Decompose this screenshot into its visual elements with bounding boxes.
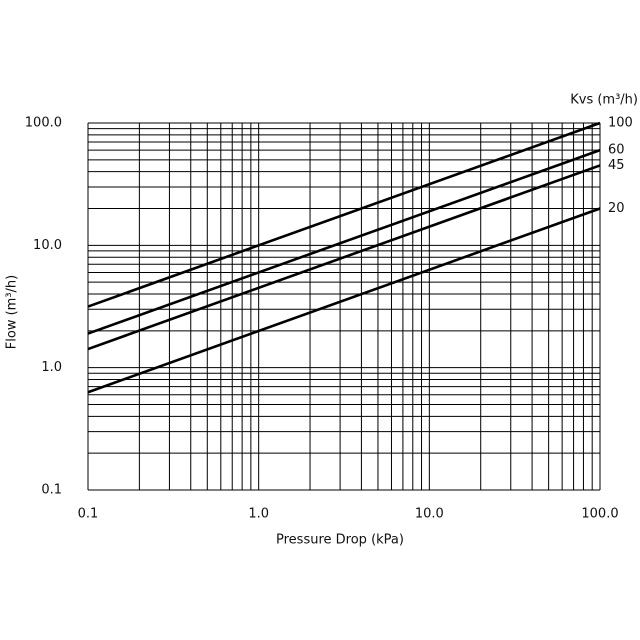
series-line	[87, 164, 601, 351]
x-tick-label: 1.0	[248, 507, 269, 522]
series-label: 60	[608, 143, 625, 158]
series-line	[87, 207, 601, 394]
series-line	[87, 121, 601, 308]
x-axis-label: Pressure Drop (kPa)	[276, 533, 404, 548]
legend-title: Kvs (m³/h)	[570, 93, 638, 108]
x-tick-label: 100.0	[581, 507, 618, 522]
y-tick-label: 0.1	[41, 483, 62, 498]
x-tick-label: 0.1	[78, 507, 99, 522]
y-tick-label: 100.0	[25, 116, 62, 131]
series-label: 100	[608, 116, 633, 131]
series-line	[87, 148, 601, 335]
series-label: 20	[608, 201, 625, 216]
series-label: 45	[608, 158, 625, 173]
x-tick-label: 10.0	[415, 507, 444, 522]
y-tick-label: 1.0	[41, 360, 62, 375]
y-tick-label: 10.0	[33, 238, 62, 253]
y-axis-label: Flow (m³/h)	[5, 275, 20, 349]
